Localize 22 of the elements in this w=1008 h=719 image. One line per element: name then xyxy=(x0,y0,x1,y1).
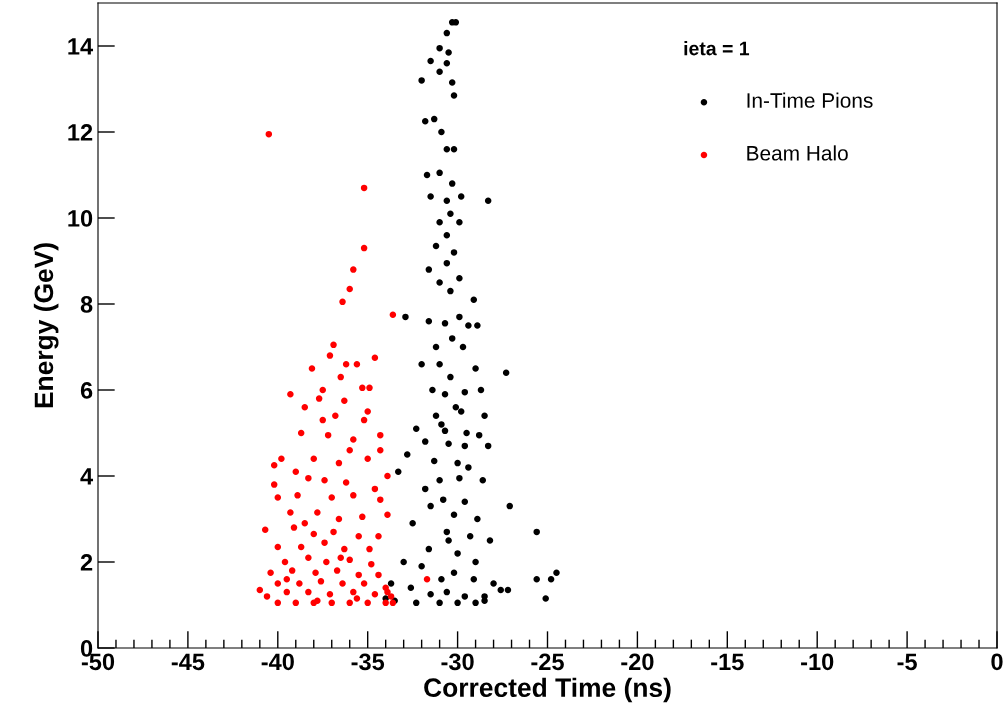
legend-label: In-Time Pions xyxy=(747,92,873,108)
legend-title: ieta = 1 xyxy=(684,41,750,56)
x-tick-label: -10 xyxy=(801,653,834,671)
x-tick-label: -30 xyxy=(441,653,474,671)
x-tick-label: -20 xyxy=(621,653,654,671)
x-tick-label: -15 xyxy=(711,653,744,671)
y-tick-label: 12 xyxy=(68,124,93,141)
x-tick-label: 0 xyxy=(991,653,1003,671)
y-axis-title: Energy (GeV) xyxy=(33,243,59,408)
x-tick-label: -45 xyxy=(171,653,205,671)
y-tick-label: 10 xyxy=(68,210,93,227)
x-axis-title: Corrected Time (ns) xyxy=(424,677,671,703)
y-tick-label: 2 xyxy=(80,554,93,571)
y-tick-label: 4 xyxy=(80,468,94,485)
y-tick-label: 8 xyxy=(80,296,93,313)
y-tick-label: 14 xyxy=(68,38,94,55)
x-tick-label: -40 xyxy=(261,653,294,671)
x-tick-label: -35 xyxy=(351,653,385,671)
y-tick-label: 6 xyxy=(80,382,93,399)
x-tick-label: -5 xyxy=(897,653,917,671)
legend-label: Beam Halo xyxy=(747,145,848,161)
x-tick-label: -25 xyxy=(531,653,564,671)
